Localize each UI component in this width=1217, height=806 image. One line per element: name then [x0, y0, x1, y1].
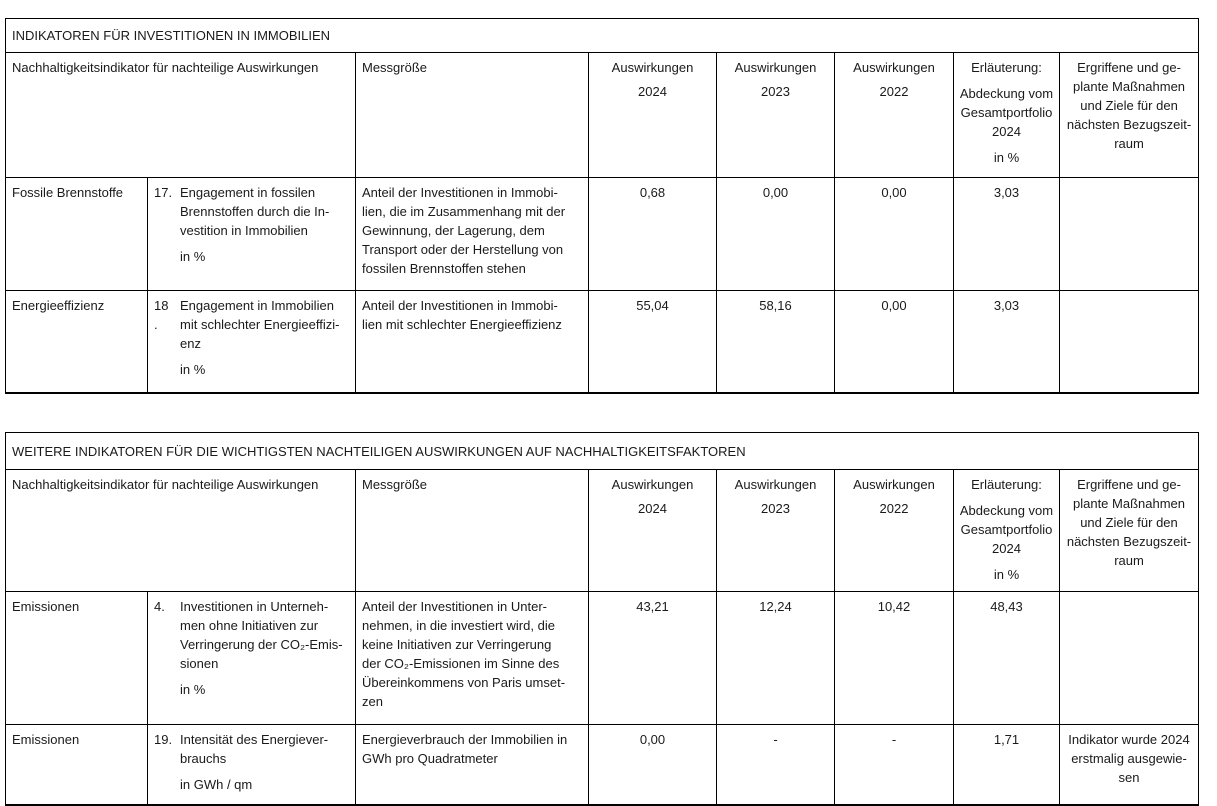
cell-category: Energieeffizienz	[5, 290, 148, 394]
col-header-erlaeuterung: Erläuterung: Abdeckung vom Gesamtportfol…	[953, 52, 1060, 178]
indicator-text: Investitionen in Unterneh- men ohne Init…	[180, 599, 343, 671]
cell-value-2024: 43,21	[588, 591, 717, 725]
col-header-label: Auswirkungen	[611, 60, 694, 75]
col-header-auswirkungen-2022: Auswirkungen 2022	[834, 52, 954, 178]
col-header-year: 2024	[638, 84, 667, 99]
col-header-indicator: Nachhaltigkeitsindikator für nachteilige…	[5, 52, 356, 178]
cell-messgroesse: Energieverbrauch der Immobilien in GWh p…	[355, 724, 589, 806]
col-header-label: Auswirkungen	[611, 477, 694, 492]
cell-coverage: 48,43	[953, 591, 1060, 725]
table-row: Emissionen 19. Intensität des Energiever…	[5, 724, 1199, 806]
indicator-text: Engagement in Immobilien mit schlechter …	[180, 298, 340, 351]
indicator-unit: in %	[180, 362, 206, 377]
table-row: Emissionen 4. Investitionen in Unterneh-…	[5, 591, 1199, 725]
indicator-unit: in %	[180, 249, 206, 264]
indicator-unit: in %	[180, 682, 206, 697]
table-header-row: Nachhaltigkeitsindikator für nachteilige…	[5, 469, 1199, 592]
col-header-massnahmen: Ergriffene und ge- plante Maßnahmen und …	[1058, 52, 1200, 178]
cell-value-2023: 58,16	[716, 290, 835, 394]
cell-coverage: 1,71	[953, 724, 1060, 806]
cell-coverage: 3,03	[953, 177, 1060, 291]
table-immobilien-indikatoren: INDIKATOREN FÜR INVESTITIONEN IN IMMOBIL…	[4, 18, 1200, 394]
cell-messgroesse: Anteil der Investitionen in Immobi- lien…	[355, 177, 589, 291]
table-weitere-indikatoren: WEITERE INDIKATOREN FÜR DIE WICHTIGSTEN …	[5, 432, 1199, 806]
col-header-year: 2024	[638, 501, 667, 516]
indicator-wrap: 17. Engagement in fossilen Brennstoffen …	[154, 183, 348, 240]
cell-value-2024: 0,68	[588, 177, 717, 291]
table-title-row: INDIKATOREN FÜR INVESTITIONEN IN IMMOBIL…	[4, 18, 1200, 53]
indicator-wrap: 19. Intensität des Energiever- brauchs	[154, 730, 348, 768]
col-header-auswirkungen-2024: Auswirkungen 2024	[588, 469, 717, 592]
cell-value-2022: 0,00	[834, 177, 954, 291]
col-header-label: Auswirkungen	[734, 477, 817, 492]
cell-category: Fossile Brennstoffe	[5, 177, 148, 291]
col-header-massnahmen: Ergriffene und ge- plante Maßnahmen und …	[1059, 469, 1199, 592]
cell-value-2023: 12,24	[716, 591, 835, 725]
cell-value-2024: 0,00	[588, 724, 717, 806]
cell-messgroesse: Anteil der Investitionen in Unter- nehme…	[355, 591, 589, 725]
table-title-row: WEITERE INDIKATOREN FÜR DIE WICHTIGSTEN …	[5, 432, 1199, 470]
col-header-messgroesse: Messgröße	[355, 469, 589, 592]
table-row: Energieeffizienz 18 . Engagement in Immo…	[5, 290, 1200, 394]
cell-indicator: 18 . Engagement in Immobilien mit schlec…	[147, 290, 356, 394]
erlaeuterung-line2: Abdeckung vom Gesamtportfolio 2024	[959, 503, 1054, 556]
col-header-auswirkungen-2022: Auswirkungen 2022	[834, 469, 954, 592]
indicator-wrap: 4. Investitionen in Unterneh- men ohne I…	[154, 597, 348, 673]
col-header-auswirkungen-2023: Auswirkungen 2023	[716, 52, 835, 178]
erlaeuterung-line1: Erläuterung:	[971, 60, 1042, 75]
cell-value-2023: -	[716, 724, 835, 806]
cell-measures	[1058, 177, 1200, 291]
indicator-text: Engagement in fossilen Brennstoffen durc…	[180, 185, 330, 238]
indicator-text: Intensität des Energiever- brauchs	[180, 732, 329, 766]
col-header-auswirkungen-2024: Auswirkungen 2024	[588, 52, 717, 178]
table-header-row: Nachhaltigkeitsindikator für nachteilige…	[5, 52, 1200, 178]
erlaeuterung-line3: in %	[993, 150, 1020, 165]
col-header-erlaeuterung: Erläuterung: Abdeckung vom Gesamtportfol…	[953, 469, 1060, 592]
cell-value-2022: -	[834, 724, 954, 806]
erlaeuterung-line2: Abdeckung vom Gesamtportfolio 2024	[959, 86, 1054, 139]
erlaeuterung-line3: in %	[993, 567, 1020, 582]
table-row: Fossile Brennstoffe 17. Engagement in fo…	[5, 177, 1200, 291]
document-page: INDIKATOREN FÜR INVESTITIONEN IN IMMOBIL…	[0, 18, 1217, 806]
col-header-year: 2023	[761, 84, 790, 99]
col-header-year: 2022	[879, 84, 909, 99]
cell-indicator: 17. Engagement in fossilen Brennstoffen …	[147, 177, 356, 291]
col-header-auswirkungen-2023: Auswirkungen 2023	[716, 469, 835, 592]
col-header-year: 2023	[761, 501, 790, 516]
col-header-label: Auswirkungen	[853, 60, 935, 75]
cell-measures: Indikator wurde 2024 erstmalig ausgewie-…	[1059, 724, 1199, 806]
indicator-number: 19.	[154, 732, 173, 747]
cell-measures	[1059, 591, 1199, 725]
col-header-label: Auswirkungen	[734, 60, 817, 75]
cell-category: Emissionen	[5, 591, 148, 725]
cell-value-2022: 10,42	[834, 591, 954, 725]
indicator-number: 17.	[154, 185, 173, 200]
table-title: INDIKATOREN FÜR INVESTITIONEN IN IMMOBIL…	[4, 18, 1200, 53]
cell-value-2022: 0,00	[834, 290, 954, 394]
cell-indicator: 4. Investitionen in Unterneh- men ohne I…	[147, 591, 356, 725]
col-header-year: 2022	[879, 501, 909, 516]
cell-category: Emissionen	[5, 724, 148, 806]
cell-messgroesse: Anteil der Investitionen in Immobi- lien…	[355, 290, 589, 394]
indicator-wrap: 18 . Engagement in Immobilien mit schlec…	[154, 296, 348, 353]
cell-indicator: 19. Intensität des Energiever- brauchs i…	[147, 724, 356, 806]
cell-coverage: 3,03	[953, 290, 1060, 394]
indicator-number: 18 .	[154, 298, 169, 332]
table-title: WEITERE INDIKATOREN FÜR DIE WICHTIGSTEN …	[5, 432, 1199, 470]
col-header-messgroesse: Messgröße	[355, 52, 589, 178]
col-header-label: Auswirkungen	[853, 477, 935, 492]
indicator-unit: in GWh / qm	[180, 777, 253, 792]
erlaeuterung-line1: Erläuterung:	[971, 477, 1042, 492]
indicator-number: 4.	[154, 599, 165, 614]
col-header-indicator: Nachhaltigkeitsindikator für nachteilige…	[5, 469, 356, 592]
cell-value-2023: 0,00	[716, 177, 835, 291]
cell-value-2024: 55,04	[588, 290, 717, 394]
cell-measures	[1058, 290, 1200, 394]
